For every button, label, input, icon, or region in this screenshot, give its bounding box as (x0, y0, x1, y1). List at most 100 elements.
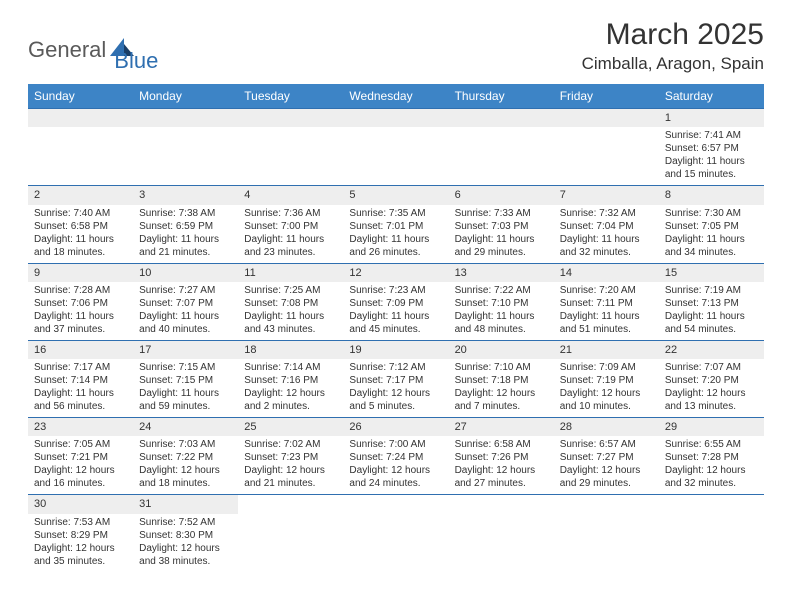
calendar-week-row: 30Sunrise: 7:53 AMSunset: 8:29 PMDayligh… (28, 495, 764, 572)
day-number: 3 (133, 186, 238, 204)
sunset-line: Sunset: 7:23 PM (244, 451, 337, 464)
weekday-header: Wednesday (343, 84, 448, 109)
calendar-day-cell: 17Sunrise: 7:15 AMSunset: 7:15 PMDayligh… (133, 340, 238, 417)
calendar-day-cell: 12Sunrise: 7:23 AMSunset: 7:09 PMDayligh… (343, 263, 448, 340)
sunset-line: Sunset: 7:21 PM (34, 451, 127, 464)
sunrise-line: Sunrise: 7:22 AM (455, 284, 548, 297)
calendar-day-cell: 10Sunrise: 7:27 AMSunset: 7:07 PMDayligh… (133, 263, 238, 340)
calendar-day-cell: 13Sunrise: 7:22 AMSunset: 7:10 PMDayligh… (449, 263, 554, 340)
calendar-week-row: 2Sunrise: 7:40 AMSunset: 6:58 PMDaylight… (28, 186, 764, 263)
empty-daynum (238, 109, 343, 127)
calendar-week-row: 1Sunrise: 7:41 AMSunset: 6:57 PMDaylight… (28, 109, 764, 186)
calendar-day-cell: 26 Sunrise: 7:00 AMSunset: 7:24 PMDayligh… (343, 418, 448, 495)
daylight-line: Daylight: 11 hours and 54 minutes. (665, 310, 758, 336)
calendar-day-cell: 11Sunrise: 7:25 AMSunset: 7:08 PMDayligh… (238, 263, 343, 340)
daylight-line: Daylight: 12 hours and 16 minutes. (34, 464, 127, 490)
sunset-line: Sunset: 7:20 PM (665, 374, 758, 387)
day-number: 22 (659, 341, 764, 359)
sunrise-line: Sunrise: 7:33 AM (455, 207, 548, 220)
day-number: 21 (554, 341, 659, 359)
calendar-day-cell: 22Sunrise: 7:07 AMSunset: 7:20 PMDayligh… (659, 340, 764, 417)
sunset-line: Sunset: 8:29 PM (34, 529, 127, 542)
day-number: 26 (343, 418, 448, 436)
daylight-line: Daylight: 11 hours and 18 minutes. (34, 233, 127, 259)
day-number: 31 (133, 495, 238, 513)
day-number: 23 (28, 418, 133, 436)
day-number: 28 (554, 418, 659, 436)
sunset-line: Sunset: 6:59 PM (139, 220, 232, 233)
calendar-empty-cell (133, 109, 238, 186)
calendar-day-cell: 1Sunrise: 7:41 AMSunset: 6:57 PMDaylight… (659, 109, 764, 186)
day-number: 17 (133, 341, 238, 359)
sunrise-line: Sunrise: 7:36 AM (244, 207, 337, 220)
empty-daynum (343, 109, 448, 127)
calendar-day-cell: 9Sunrise: 7:28 AMSunset: 7:06 PMDaylight… (28, 263, 133, 340)
daylight-line: Daylight: 12 hours and 21 minutes. (244, 464, 337, 490)
sunset-line: Sunset: 7:24 PM (349, 451, 442, 464)
logo: General Blue (28, 26, 158, 74)
day-number: 14 (554, 264, 659, 282)
calendar-week-row: 23Sunrise: 7:05 AMSunset: 7:21 PMDayligh… (28, 418, 764, 495)
daylight-line: Daylight: 11 hours and 45 minutes. (349, 310, 442, 336)
sunset-line: Sunset: 7:01 PM (349, 220, 442, 233)
title-block: March 2025 Cimballa, Aragon, Spain (582, 18, 764, 74)
day-number: 29 (659, 418, 764, 436)
daylight-line: Daylight: 11 hours and 26 minutes. (349, 233, 442, 259)
daylight-line: Daylight: 11 hours and 32 minutes. (560, 233, 653, 259)
sunrise-line: Sunrise: 7:10 AM (455, 361, 548, 374)
sunrise-line: Sunrise: 7:19 AM (665, 284, 758, 297)
day-number: 16 (28, 341, 133, 359)
day-number: 8 (659, 186, 764, 204)
daylight-line: Daylight: 12 hours and 24 minutes. (349, 464, 442, 490)
daylight-line: Daylight: 12 hours and 5 minutes. (349, 387, 442, 413)
daylight-line: Daylight: 12 hours and 29 minutes. (560, 464, 653, 490)
day-details: Sunrise: 7:02 AMSunset: 7:23 PMDaylight:… (238, 436, 343, 494)
day-number: 10 (133, 264, 238, 282)
day-details: Sunrise: 7:10 AMSunset: 7:18 PMDaylight:… (449, 359, 554, 417)
sunset-line: Sunset: 7:09 PM (349, 297, 442, 310)
daylight-line: Daylight: 12 hours and 2 minutes. (244, 387, 337, 413)
day-number: 15 (659, 264, 764, 282)
weekday-header: Friday (554, 84, 659, 109)
day-details: Sunrise: 7:41 AMSunset: 6:57 PMDaylight:… (659, 127, 764, 185)
day-details: Sunrise: 7:27 AMSunset: 7:07 PMDaylight:… (133, 282, 238, 340)
daylight-line: Daylight: 11 hours and 23 minutes. (244, 233, 337, 259)
day-details: Sunrise: 7:17 AMSunset: 7:14 PMDaylight:… (28, 359, 133, 417)
day-details: Sunrise: 7:40 AMSunset: 6:58 PMDaylight:… (28, 205, 133, 263)
day-details: Sunrise: 7:14 AMSunset: 7:16 PMDaylight:… (238, 359, 343, 417)
sunrise-line: Sunrise: 7:03 AM (139, 438, 232, 451)
sunset-line: Sunset: 7:18 PM (455, 374, 548, 387)
empty-daynum (28, 109, 133, 127)
sunrise-line: Sunrise: 7:00 AM (349, 438, 442, 451)
day-number: 19 (343, 341, 448, 359)
day-number: 11 (238, 264, 343, 282)
day-number: 7 (554, 186, 659, 204)
sunset-line: Sunset: 7:15 PM (139, 374, 232, 387)
sunrise-line: Sunrise: 7:41 AM (665, 129, 758, 142)
sunset-line: Sunset: 6:57 PM (665, 142, 758, 155)
day-details: Sunrise: 7:05 AMSunset: 7:21 PMDaylight:… (28, 436, 133, 494)
calendar-empty-cell (554, 495, 659, 572)
day-number: 4 (238, 186, 343, 204)
sunset-line: Sunset: 7:26 PM (455, 451, 548, 464)
sunset-line: Sunset: 6:58 PM (34, 220, 127, 233)
sunset-line: Sunset: 7:06 PM (34, 297, 127, 310)
daylight-line: Daylight: 11 hours and 43 minutes. (244, 310, 337, 336)
calendar-day-cell: 4Sunrise: 7:36 AMSunset: 7:00 PMDaylight… (238, 186, 343, 263)
calendar-day-cell: 15Sunrise: 7:19 AMSunset: 7:13 PMDayligh… (659, 263, 764, 340)
month-title: March 2025 (582, 18, 764, 52)
daylight-line: Daylight: 12 hours and 38 minutes. (139, 542, 232, 568)
weekday-header: Monday (133, 84, 238, 109)
calendar-empty-cell (343, 495, 448, 572)
day-number: 9 (28, 264, 133, 282)
daylight-line: Daylight: 11 hours and 59 minutes. (139, 387, 232, 413)
sunrise-line: Sunrise: 7:53 AM (34, 516, 127, 529)
sunrise-line: Sunrise: 7:35 AM (349, 207, 442, 220)
calendar-day-cell: 25Sunrise: 7:02 AMSunset: 7:23 PMDayligh… (238, 418, 343, 495)
day-number: 6 (449, 186, 554, 204)
day-number: 5 (343, 186, 448, 204)
sunrise-line: Sunrise: 7:23 AM (349, 284, 442, 297)
sunrise-line: Sunrise: 7:09 AM (560, 361, 653, 374)
calendar-empty-cell (659, 495, 764, 572)
calendar-day-cell: 14Sunrise: 7:20 AMSunset: 7:11 PMDayligh… (554, 263, 659, 340)
